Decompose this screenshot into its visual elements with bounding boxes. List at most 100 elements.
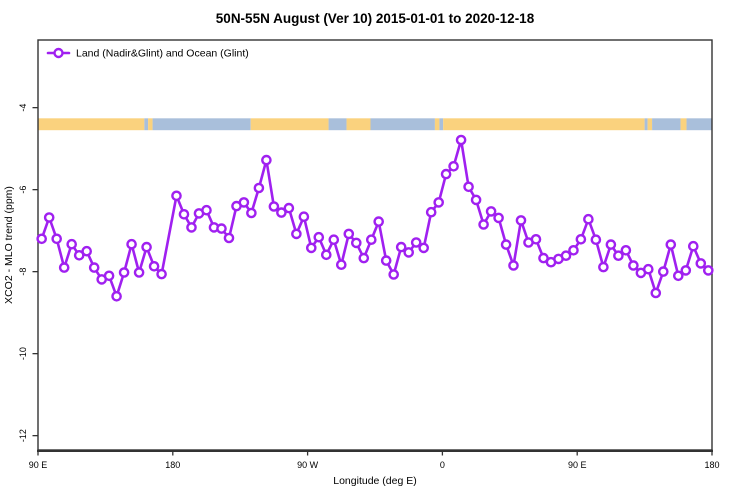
data-point xyxy=(178,208,190,220)
y-tick-label: -10 xyxy=(18,347,28,360)
y-tick-label: -4 xyxy=(18,104,28,112)
data-point xyxy=(141,241,152,253)
data-point xyxy=(171,190,182,202)
legend: Land (Nadir&Glint) and Ocean (Glint) xyxy=(46,47,249,60)
data-point xyxy=(58,262,70,273)
data-point xyxy=(373,216,385,227)
x-axis-label: Longitude (deg E) xyxy=(333,475,416,487)
data-point xyxy=(133,267,145,278)
data-point xyxy=(643,263,654,275)
plot-generated-layer: 90 E 180 90 W 0 90 E 180 -4 -6 -8 -10 -12 xyxy=(18,39,720,470)
data-point xyxy=(680,265,692,276)
data-point xyxy=(515,215,527,226)
data-point xyxy=(388,269,400,280)
data-point xyxy=(448,160,459,172)
data-point xyxy=(425,206,437,218)
data-point xyxy=(276,207,287,218)
data-point xyxy=(433,197,445,208)
map-band-segment-ocean xyxy=(370,118,435,131)
data-point xyxy=(73,249,85,261)
map-band-segment-land xyxy=(434,118,440,131)
data-point xyxy=(538,252,549,264)
map-band-segment-land xyxy=(250,118,329,131)
data-point xyxy=(298,211,310,222)
data-point xyxy=(66,238,77,250)
data-point xyxy=(455,134,467,146)
data-point xyxy=(291,228,302,240)
x-tick-label: 0 xyxy=(440,460,445,470)
map-band-segment-land xyxy=(647,118,653,131)
data-point xyxy=(463,181,474,193)
data-point xyxy=(111,290,122,302)
data-point xyxy=(51,233,63,245)
map-band-segment-ocean xyxy=(686,118,712,131)
map-band-segment-ocean xyxy=(144,118,149,131)
x-tick-label: 90 W xyxy=(297,460,319,470)
data-point xyxy=(613,250,624,261)
chart-title: 50N-55N August (Ver 10) 2015-01-01 to 20… xyxy=(216,11,535,26)
y-axis-label: XCO2 - MLO trend (ppm) xyxy=(3,186,15,304)
x-tick-label: 180 xyxy=(704,460,719,470)
data-point xyxy=(650,287,662,299)
data-point xyxy=(583,213,594,225)
data-point xyxy=(530,233,542,245)
data-point xyxy=(485,206,497,217)
data-point xyxy=(605,239,617,250)
data-point xyxy=(148,260,160,272)
data-point xyxy=(88,262,100,273)
legend-marker-icon xyxy=(53,47,64,59)
data-point xyxy=(380,255,392,266)
data-point xyxy=(186,222,197,233)
data-point xyxy=(343,228,355,240)
data-point xyxy=(358,252,370,264)
data-point xyxy=(478,219,489,230)
data-point xyxy=(81,245,92,257)
map-band-segment-land xyxy=(148,118,153,131)
data-point xyxy=(36,233,48,245)
data-point xyxy=(118,267,130,278)
data-point xyxy=(410,237,422,248)
data-point xyxy=(335,259,347,271)
map-band-segment-land xyxy=(680,118,687,131)
map-band-segment-land xyxy=(38,118,145,131)
legend-label: Land (Nadir&Glint) and Ocean (Glint) xyxy=(76,48,249,60)
x-tick-label: 90 E xyxy=(568,460,587,470)
data-point xyxy=(238,197,250,208)
data-point xyxy=(313,231,325,243)
data-point xyxy=(395,241,407,253)
data-point xyxy=(575,233,587,245)
map-band-segment-ocean xyxy=(328,118,347,131)
map-band-segment-ocean xyxy=(644,118,648,131)
y-tick-label: -12 xyxy=(18,429,28,442)
data-point xyxy=(508,260,519,271)
data-point xyxy=(126,238,137,250)
data-point xyxy=(695,258,707,269)
data-point xyxy=(688,240,699,252)
data-point xyxy=(620,244,632,256)
map-band-segment-ocean xyxy=(152,118,251,131)
data-point xyxy=(320,249,332,261)
data-point xyxy=(268,201,280,212)
data-point xyxy=(703,265,714,276)
data-point xyxy=(590,234,602,245)
data-point xyxy=(350,237,362,249)
data-point xyxy=(493,212,504,224)
data-point xyxy=(223,232,235,244)
data-point xyxy=(283,202,295,214)
data-point xyxy=(470,194,482,206)
data-point xyxy=(665,239,677,250)
data-point xyxy=(628,260,639,271)
data-point xyxy=(261,154,272,166)
data-point xyxy=(246,207,257,219)
data-point xyxy=(403,247,415,258)
data-point xyxy=(253,182,265,194)
data-point xyxy=(440,168,452,180)
data-point xyxy=(305,242,317,254)
data-point xyxy=(418,242,430,254)
data-point xyxy=(658,266,669,277)
x-tick-label: 180 xyxy=(165,460,180,470)
data-point xyxy=(103,270,115,282)
data-point xyxy=(568,244,579,256)
data-point xyxy=(598,261,609,273)
